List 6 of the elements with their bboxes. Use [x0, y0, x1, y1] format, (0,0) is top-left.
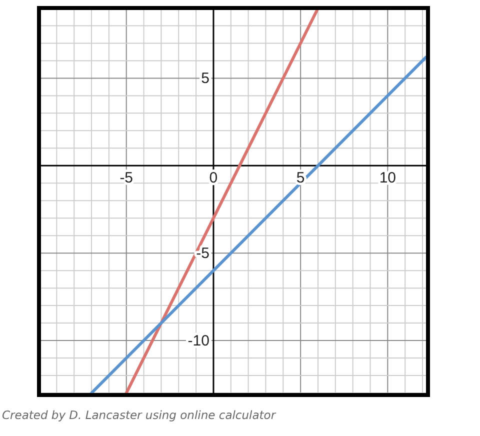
x-tick-label: 10 — [379, 170, 396, 187]
text: Created by D. Lancaster using online calculator — [2, 408, 277, 422]
y-tick-label: 5 — [201, 70, 210, 88]
y-tick-label: -10 — [188, 332, 210, 350]
y-tick-label: -5 — [196, 245, 210, 262]
x-tick-label: -5 — [120, 170, 134, 187]
